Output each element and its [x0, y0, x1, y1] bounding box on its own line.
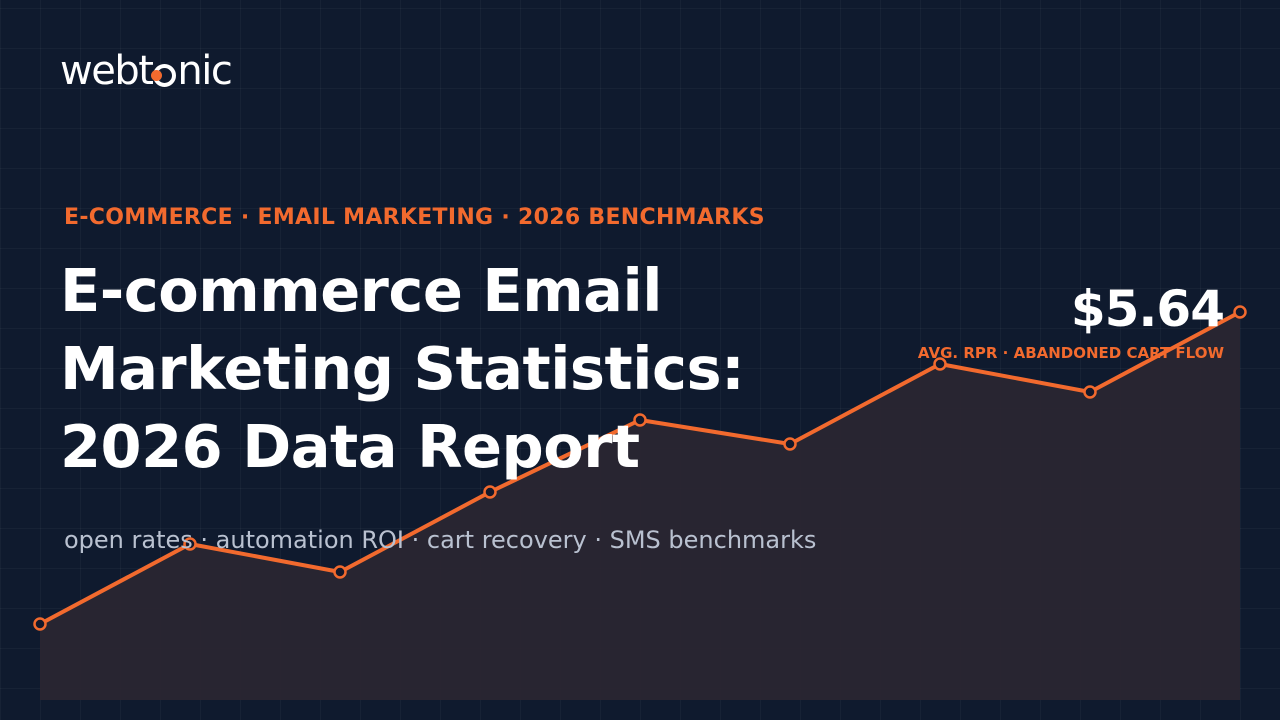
topics-subtitle: open rates · automation ROI · cart recov… — [64, 526, 817, 554]
category-eyebrow: E-COMMERCE · EMAIL MARKETING · 2026 BENC… — [64, 205, 765, 230]
chart-point-5 — [633, 413, 647, 427]
chart-point-8 — [1083, 385, 1097, 399]
title-line-1: E-commerce Email — [60, 256, 662, 325]
chart-points — [33, 305, 1247, 631]
stat-label: AVG. RPR · ABANDONED CART FLOW — [917, 344, 1224, 362]
chart-point-4 — [483, 485, 497, 499]
logo-o-icon — [151, 63, 177, 87]
title-line-3: 2026 Data Report — [60, 412, 640, 481]
logo-text-start: webt — [60, 48, 154, 94]
chart-point-2 — [183, 537, 197, 551]
chart-point-7 — [933, 357, 947, 371]
chart-area-fill — [40, 312, 1240, 700]
chart-point-3 — [333, 565, 347, 579]
chart-point-1 — [33, 617, 47, 631]
chart-point-6 — [783, 437, 797, 451]
logo-dot-icon — [151, 69, 163, 81]
page-title: E-commerce Email Marketing Statistics: 2… — [60, 252, 840, 486]
webtonic-logo: webt nic — [60, 42, 233, 100]
chart-point-9 — [1233, 305, 1247, 319]
logo-text-end: nic — [177, 48, 232, 94]
highlight-stat: $5.64 AVG. RPR · ABANDONED CART FLOW — [917, 280, 1225, 362]
title-line-2: Marketing Statistics: — [60, 334, 745, 403]
stat-value: $5.64 — [1070, 280, 1225, 338]
